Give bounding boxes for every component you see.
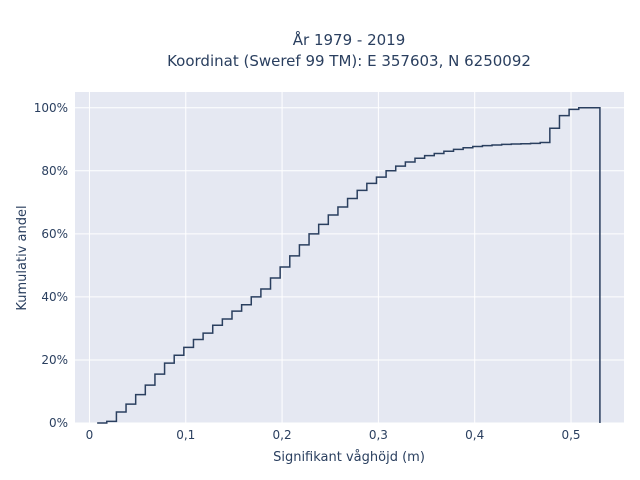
plot-area [75,92,624,423]
y-tick-label: 40% [41,290,68,304]
grid [75,92,624,424]
x-tick-label: 0,5 [561,428,580,442]
x-axis-title: Signifikant våghöjd (m) [273,450,425,465]
y-tick-label: 60% [41,227,68,241]
x-tick-label: 0,4 [465,428,484,442]
x-tick-label: 0 [86,428,94,442]
ecdf-step-line [97,107,601,424]
chart-title-line1: År 1979 - 2019 [293,30,406,49]
y-tick-label: 0% [49,416,68,430]
chart-title-line2: Koordinat (Sweref 99 TM): E 357603, N 62… [167,52,531,70]
y-tick-label: 20% [41,353,68,367]
series-layer [97,107,601,424]
y-tick-label: 100% [34,101,68,115]
x-tick-label: 0,2 [273,428,292,442]
y-tick-labels: 0% 20% 40% 60% 80% 100% [34,101,68,430]
y-axis-title: Kumulativ andel [15,205,30,310]
x-tick-label: 0,1 [176,428,195,442]
y-tick-label: 80% [41,164,68,178]
x-tick-labels: 0 0,1 0,2 0,3 0,4 0,5 [86,428,581,442]
x-tick-label: 0,3 [369,428,388,442]
